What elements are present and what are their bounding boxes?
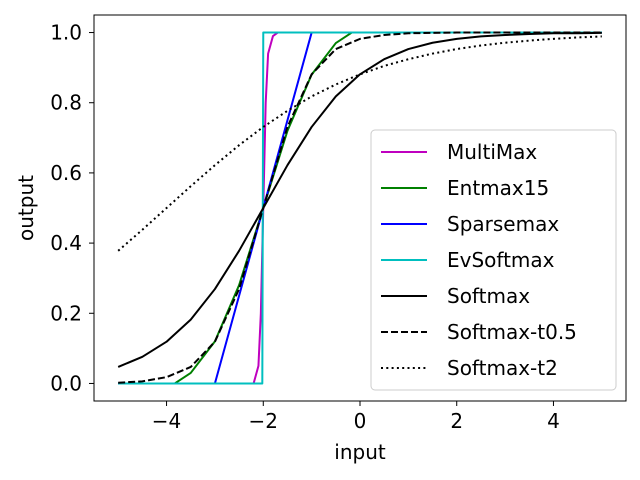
y-tick-label: 0.6 <box>50 161 82 185</box>
legend-label: EvSoftmax <box>447 248 555 272</box>
series-layer <box>117 31 602 385</box>
legend-label: Sparsemax <box>447 212 559 236</box>
legend-label: Softmax-t2 <box>447 356 558 380</box>
x-tick-label: −2 <box>249 409 278 433</box>
x-tick-label: 2 <box>450 409 463 433</box>
series-line-softmax-t2 <box>117 35 602 252</box>
series-line-softmax <box>117 31 602 368</box>
legend-label: Softmax-t0.5 <box>447 320 577 344</box>
y-axis: 0.0 0.2 0.4 0.6 0.8 1.0 <box>50 21 94 395</box>
legend-box <box>370 129 617 391</box>
legend: MultiMax Entmax15 Sparsemax EvSoftmax Softma… <box>370 129 617 391</box>
y-tick-label: 0.2 <box>50 301 82 325</box>
x-axis: −4 −2 0 2 4 <box>152 401 560 433</box>
legend-label: Entmax15 <box>447 176 549 200</box>
legend-label: Softmax <box>447 284 530 308</box>
x-axis-label: input <box>334 440 386 464</box>
series-line-multimax <box>118 31 602 385</box>
y-axis-label: output <box>14 175 38 241</box>
y-tick-label: 1.0 <box>50 21 82 45</box>
series-line-softmax-t0-5 <box>118 31 602 384</box>
x-tick-label: 4 <box>547 409 560 433</box>
x-tick-label: 0 <box>354 409 367 433</box>
y-tick-label: 0.0 <box>50 371 82 395</box>
x-tick-label: −4 <box>152 409 181 433</box>
legend-label: MultiMax <box>447 140 537 164</box>
y-tick-label: 0.8 <box>50 91 82 115</box>
y-tick-label: 0.4 <box>50 231 82 255</box>
